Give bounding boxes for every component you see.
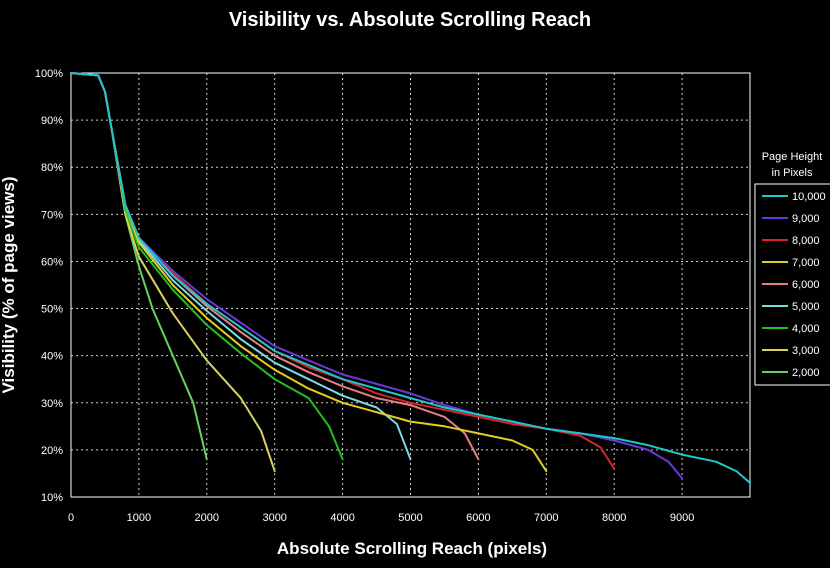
x-tick-label: 4000 [330, 512, 354, 524]
y-tick-label: 60% [41, 256, 63, 268]
legend-title-line-1: Page Height [762, 151, 823, 163]
legend-label: 2,000 [792, 367, 820, 379]
legend-label: 9,000 [792, 213, 820, 225]
legend: Page Height in Pixels 10,000 9,000 8,000 7,… [754, 151, 830, 386]
series-line-10000 [70, 72, 751, 484]
series-line-5000 [70, 72, 412, 461]
x-tick-label: 3000 [262, 512, 286, 524]
x-tick-label: 5000 [398, 512, 422, 524]
x-tick-label: 1000 [127, 512, 151, 524]
x-axis-title: Absolute Scrolling Reach (pixels) [277, 539, 547, 558]
y-tick-label: 30% [41, 398, 63, 410]
y-tick-label: 80% [41, 162, 63, 174]
y-tick-label: 100% [35, 68, 63, 80]
x-tick-label: 0 [68, 512, 74, 524]
legend-label: 5,000 [792, 301, 820, 313]
y-tick-label: 10% [41, 492, 63, 504]
plot-area [70, 72, 751, 498]
legend-title-line-2: in Pixels [772, 167, 813, 179]
legend-label: 8,000 [792, 235, 820, 247]
series-line-2000 [70, 72, 208, 461]
legend-label: 6,000 [792, 279, 820, 291]
series-line-6000 [70, 72, 480, 461]
y-tick-label: 50% [41, 304, 63, 316]
y-axis-title: Visibility (% of page views) [0, 177, 18, 394]
legend-label: 4,000 [792, 323, 820, 335]
x-tick-label: 9000 [670, 512, 694, 524]
x-tick-label: 7000 [534, 512, 558, 524]
y-tick-label: 70% [41, 209, 63, 221]
legend-label: 3,000 [792, 345, 820, 357]
x-tick-label: 6000 [466, 512, 490, 524]
chart-title: Visibility vs. Absolute Scrolling Reach [229, 9, 591, 31]
y-tick-label: 90% [41, 115, 63, 127]
y-tick-label: 40% [41, 351, 63, 363]
y-tick-label: 20% [41, 445, 63, 457]
series-layer [70, 72, 751, 484]
grid [71, 73, 750, 497]
tick-labels: 0 1000 2000 3000 4000 5000 6000 7000 8000 9000 10%… [35, 68, 694, 524]
legend-label: 7,000 [792, 257, 820, 269]
series-line-7000 [70, 72, 548, 473]
x-tick-label: 2000 [195, 512, 219, 524]
x-tick-label: 8000 [602, 512, 626, 524]
legend-label: 10,000 [792, 191, 826, 203]
